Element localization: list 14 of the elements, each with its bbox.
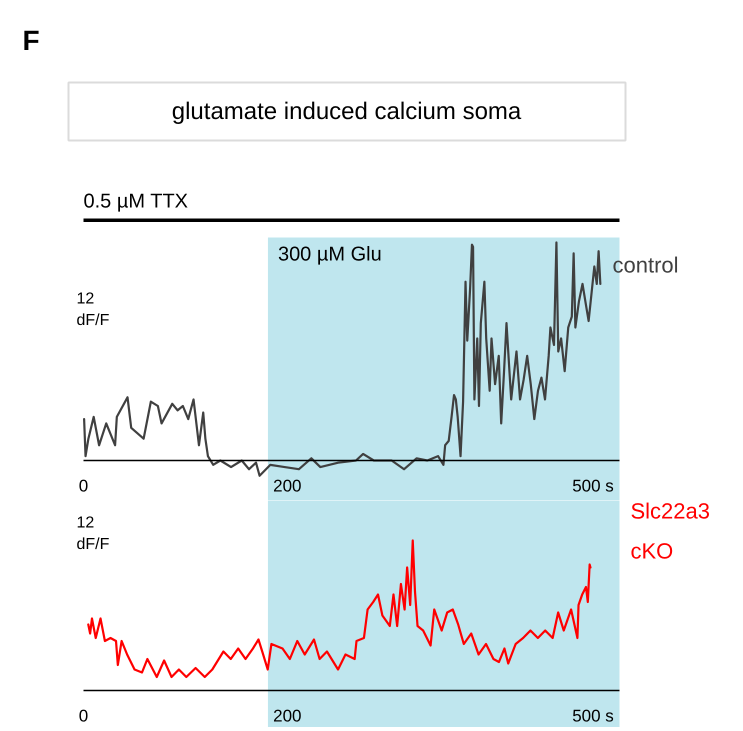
x-tick-label: 500 s: [572, 706, 614, 726]
x-tick-label: 200: [273, 476, 302, 496]
series-label: control: [612, 252, 679, 278]
series-label: Slc22a3 cKO: [630, 498, 710, 564]
x-tick-label: 0: [78, 706, 88, 726]
annotation: 12 dF/F: [76, 514, 110, 553]
text: F: [22, 25, 40, 56]
x-tick-label: 200: [273, 706, 302, 726]
chart-title: glutamate induced calcium soma: [172, 98, 522, 125]
band-label: 300 µM Glu: [278, 244, 382, 266]
annotation: 12 dF/F: [76, 290, 110, 329]
text: 0.5 µM TTX: [84, 190, 188, 212]
x-tick-label: 0: [78, 476, 88, 496]
x-tick-label: 500 s: [572, 476, 614, 496]
